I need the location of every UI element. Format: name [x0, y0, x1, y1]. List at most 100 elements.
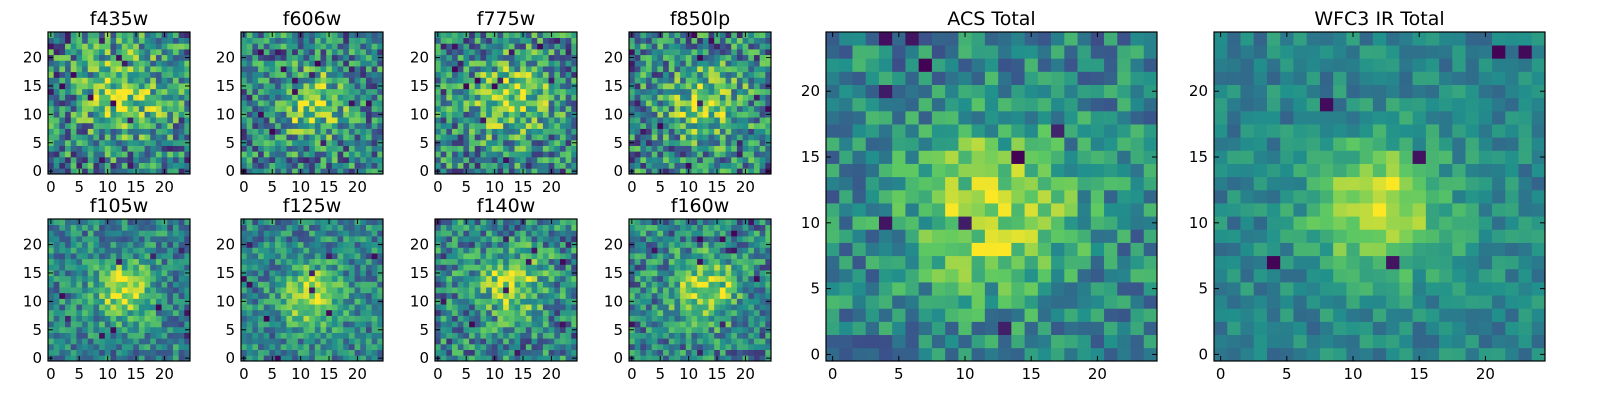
heatmap-cell	[144, 332, 151, 339]
heatmap-cell	[474, 326, 481, 333]
heatmap-cell	[474, 83, 481, 90]
heatmap-cell	[503, 43, 510, 50]
heatmap-cell	[629, 315, 636, 322]
heatmap-cell	[53, 66, 60, 73]
heatmap-cell	[748, 122, 755, 129]
heatmap-cell	[70, 100, 77, 107]
heatmap-cell	[320, 287, 327, 294]
heatmap-cell	[542, 105, 549, 112]
heatmap-cell	[503, 258, 510, 265]
heatmap-cell	[765, 156, 772, 163]
heatmap-cell	[554, 77, 561, 84]
heatmap-cell	[121, 326, 128, 333]
heatmap-cell	[178, 111, 185, 118]
heatmap-cell	[435, 338, 442, 345]
heatmap-cell	[486, 349, 493, 356]
heatmap-cell	[554, 298, 561, 305]
heatmap-cell	[138, 253, 145, 260]
heatmap-cell	[292, 77, 299, 84]
heatmap-cell	[452, 162, 459, 169]
heatmap-cell	[87, 151, 94, 158]
heatmap-cell	[110, 349, 117, 356]
heatmap-cell	[337, 219, 344, 226]
heatmap-cell	[99, 247, 106, 254]
heatmap-cell	[680, 332, 687, 339]
panel-title: f435w	[90, 8, 149, 30]
heatmap-cell	[286, 162, 293, 169]
heatmap-cell	[53, 349, 60, 356]
heatmap-cell	[144, 355, 151, 362]
heatmap-cell	[263, 224, 270, 231]
heatmap-cell	[674, 54, 681, 61]
heatmap-cell	[452, 94, 459, 101]
heatmap-cell	[486, 151, 493, 158]
heatmap-cell	[99, 219, 106, 226]
heatmap-cell	[634, 134, 641, 141]
heatmap-cell	[76, 281, 83, 288]
heatmap-cell	[446, 287, 453, 294]
heatmap-cell	[503, 111, 510, 118]
heatmap-cell	[548, 151, 555, 158]
heatmap-cell	[736, 298, 743, 305]
heatmap-cell	[525, 338, 532, 345]
heatmap-cell	[508, 77, 515, 84]
heatmap-cell	[685, 37, 692, 44]
heatmap-cell	[320, 71, 327, 78]
heatmap-cell	[48, 258, 55, 265]
heatmap-cell	[503, 270, 510, 277]
heatmap-cell	[371, 292, 378, 299]
heatmap-cell	[326, 111, 333, 118]
heatmap-cell	[246, 43, 253, 50]
heatmap-cell	[748, 139, 755, 146]
heatmap-cell	[104, 100, 111, 107]
heatmap-cell	[314, 315, 321, 322]
heatmap-cell	[59, 66, 66, 73]
heatmap-cell	[127, 134, 134, 141]
heatmap-cell	[531, 128, 538, 135]
heatmap-cell	[269, 298, 276, 305]
heatmap-cell	[736, 168, 743, 175]
heatmap-cell	[525, 326, 532, 333]
heatmap-cell	[629, 304, 636, 311]
heatmap-cell	[640, 83, 647, 90]
heatmap-cell	[719, 32, 726, 39]
heatmap-cell	[685, 292, 692, 299]
heatmap-cell	[326, 349, 333, 356]
heatmap-cell	[514, 247, 521, 254]
heatmap-cell	[634, 162, 641, 169]
heatmap-cell	[525, 343, 532, 350]
heatmap-cell	[542, 224, 549, 231]
heatmap-cell	[303, 151, 310, 158]
heatmap-cell	[691, 349, 698, 356]
heatmap-cell	[685, 83, 692, 90]
heatmap-cell	[246, 304, 253, 311]
heatmap-cell	[258, 224, 265, 231]
heatmap-cell	[65, 77, 72, 84]
heatmap-cell	[354, 162, 361, 169]
heatmap-cell	[343, 258, 350, 265]
heatmap-cell	[138, 304, 145, 311]
heatmap-cell	[748, 162, 755, 169]
heatmap-cell	[246, 117, 253, 124]
heatmap-cell	[480, 298, 487, 305]
heatmap-cell	[286, 60, 293, 67]
heatmap-cell	[697, 168, 704, 175]
heatmap-cell	[93, 117, 100, 124]
heatmap-cell	[702, 111, 709, 118]
x-tick-label: 20	[155, 178, 174, 196]
heatmap-cell	[53, 287, 60, 294]
heatmap-cell	[241, 309, 248, 316]
heatmap-cell	[537, 156, 544, 163]
x-tick-label: 20	[542, 365, 561, 383]
heatmap-cell	[691, 122, 698, 129]
heatmap-cell	[640, 71, 647, 78]
heatmap-cell	[121, 349, 128, 356]
heatmap-cell	[93, 32, 100, 39]
heatmap-cell	[331, 219, 338, 226]
heatmap-cell	[474, 343, 481, 350]
heatmap-cell	[59, 219, 66, 226]
heatmap-cell	[742, 122, 749, 129]
heatmap-cell	[116, 71, 123, 78]
heatmap-cell	[736, 309, 743, 316]
